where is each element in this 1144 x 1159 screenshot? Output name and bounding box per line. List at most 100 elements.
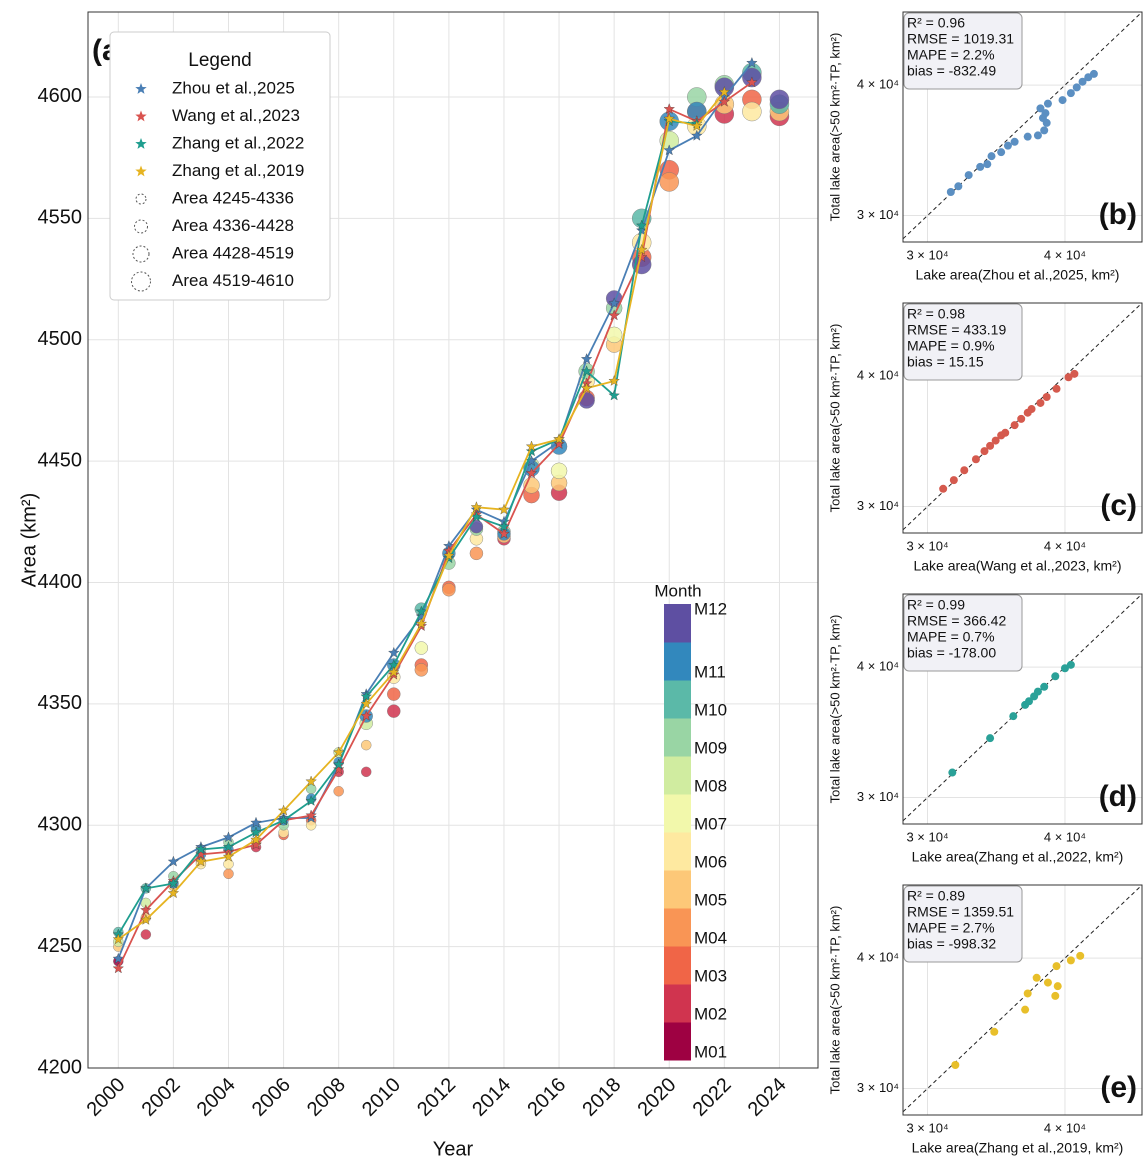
x-tick-label: 2010 bbox=[358, 1074, 405, 1121]
star-marker bbox=[525, 455, 538, 466]
point bbox=[991, 436, 1000, 445]
legend-label: Area 4428-4519 bbox=[172, 243, 294, 262]
x-tick-label: 3 × 10⁴ bbox=[906, 247, 948, 262]
point bbox=[997, 148, 1006, 157]
y-axis-label: Total lake area(>50 km²·TP, km²) bbox=[827, 906, 842, 1095]
point bbox=[939, 484, 948, 493]
point bbox=[1076, 951, 1085, 960]
star-marker bbox=[167, 855, 180, 867]
x-tick-label: 3 × 10⁴ bbox=[906, 829, 948, 844]
stats-line: MAPE = 2.7% bbox=[907, 920, 995, 936]
star-marker bbox=[140, 913, 152, 925]
legend-box bbox=[109, 31, 331, 301]
star-marker bbox=[277, 814, 290, 826]
stats-line: bias = -178.00 bbox=[907, 645, 996, 661]
x-tick-label: 2006 bbox=[248, 1074, 295, 1121]
y-tick-label: 4600 bbox=[38, 85, 83, 107]
x-tick-label: 2024 bbox=[744, 1074, 791, 1121]
stats-line: bias = -832.49 bbox=[907, 63, 996, 79]
colorbar-band bbox=[664, 718, 691, 757]
one-to-one-line bbox=[902, 11, 1143, 240]
point bbox=[986, 734, 995, 743]
stats-line: MAPE = 0.9% bbox=[907, 338, 995, 354]
month-point bbox=[361, 766, 372, 778]
star-marker bbox=[222, 831, 235, 843]
star-marker bbox=[718, 86, 731, 97]
panel-label: (c) bbox=[1100, 489, 1137, 522]
y-tick-label: 4550 bbox=[38, 207, 83, 229]
point bbox=[1066, 89, 1075, 98]
stats-line: R² = 0.89 bbox=[907, 888, 965, 904]
star-marker bbox=[663, 144, 675, 156]
colorbar-band bbox=[664, 984, 691, 1023]
x-axis-label: Lake area(Zhou et al.,2025, km²) bbox=[916, 267, 1120, 283]
point bbox=[1027, 405, 1036, 414]
star-marker bbox=[691, 129, 703, 141]
point bbox=[1064, 373, 1073, 382]
star-marker bbox=[636, 243, 648, 255]
legend-label: Area 4336-4428 bbox=[172, 216, 294, 235]
legend-label: Wang et al.,2023 bbox=[172, 106, 300, 125]
star-marker bbox=[580, 365, 593, 377]
month-point bbox=[387, 704, 401, 718]
month-point bbox=[414, 641, 429, 655]
x-tick-label: 2002 bbox=[138, 1074, 185, 1121]
star-marker bbox=[746, 76, 758, 88]
stats-line: RMSE = 1359.51 bbox=[907, 904, 1014, 920]
point bbox=[1060, 664, 1069, 673]
plot-frame bbox=[902, 593, 1143, 825]
point bbox=[1051, 672, 1060, 681]
point bbox=[1051, 991, 1060, 1000]
month-point bbox=[140, 929, 152, 940]
star-marker bbox=[167, 887, 180, 899]
colorbar-band bbox=[664, 794, 691, 833]
series-line bbox=[117, 120, 697, 935]
point bbox=[1052, 384, 1061, 393]
point bbox=[946, 187, 955, 196]
stats-line: MAPE = 2.2% bbox=[907, 47, 995, 63]
point bbox=[990, 1027, 999, 1036]
x-axis-label: Lake area(Zhang et al.,2019, km²) bbox=[912, 1140, 1124, 1156]
plot-frame bbox=[87, 11, 819, 1069]
star-marker bbox=[112, 933, 124, 945]
size-legend-marker bbox=[134, 219, 148, 234]
y-tick-label: 4 × 10⁴ bbox=[857, 950, 899, 965]
point bbox=[1024, 697, 1033, 706]
point bbox=[971, 455, 980, 464]
star-marker bbox=[525, 467, 538, 479]
stats-line: bias = 15.15 bbox=[907, 354, 984, 370]
point bbox=[1072, 83, 1081, 92]
legend-label: Zhou et al.,2025 bbox=[172, 78, 295, 97]
star-marker bbox=[663, 103, 675, 114]
star-marker bbox=[608, 389, 620, 401]
month-point bbox=[550, 462, 568, 480]
star-marker bbox=[415, 605, 428, 617]
colorbar-band bbox=[664, 604, 691, 643]
colorbar-title: Month bbox=[654, 581, 701, 600]
y-tick-label: 4 × 10⁴ bbox=[857, 368, 899, 383]
star-marker bbox=[140, 904, 152, 916]
star-marker bbox=[498, 527, 510, 539]
stats-box bbox=[903, 12, 1023, 90]
month-point bbox=[223, 868, 234, 879]
month-point bbox=[223, 858, 234, 870]
star-marker bbox=[388, 666, 400, 678]
stats-line: RMSE = 366.42 bbox=[907, 613, 1006, 629]
stats-line: RMSE = 1019.31 bbox=[907, 31, 1014, 47]
star-marker bbox=[498, 503, 510, 515]
point bbox=[1043, 99, 1052, 108]
star-marker bbox=[332, 746, 345, 758]
colorbar-label: M10 bbox=[694, 700, 727, 719]
colorbar-band bbox=[664, 756, 691, 795]
legend-label: Area 4519-4610 bbox=[172, 271, 294, 290]
point bbox=[954, 182, 963, 191]
colorbar-band bbox=[664, 908, 691, 947]
stats-line: R² = 0.98 bbox=[907, 306, 965, 322]
point bbox=[1053, 982, 1062, 991]
y-tick-label: 4400 bbox=[38, 571, 83, 593]
y-axis-label: Total lake area(>50 km²·TP, km²) bbox=[827, 33, 842, 222]
month-point bbox=[333, 786, 344, 797]
star-marker bbox=[580, 353, 593, 364]
star-marker bbox=[443, 549, 455, 561]
